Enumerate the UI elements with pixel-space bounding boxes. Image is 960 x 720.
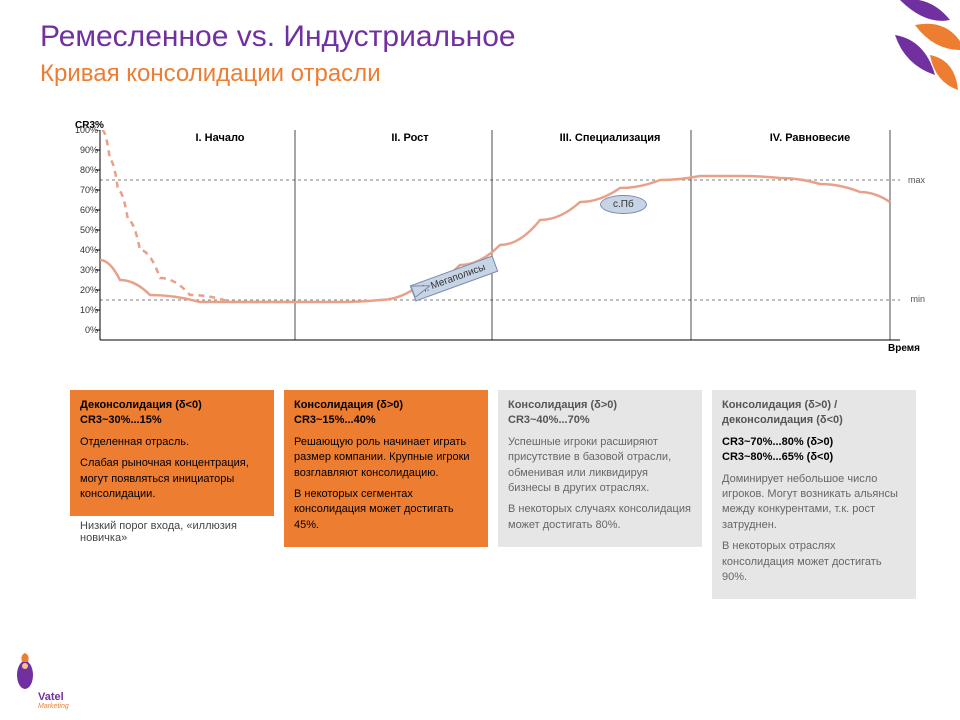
logo-subtext: Marketing — [38, 703, 70, 710]
stage-box-para: Успешные игроки расширяют присутствие в … — [508, 435, 692, 497]
stage-box-para: В некоторых случаях консолидация может д… — [508, 502, 692, 533]
x-axis-title: Время — [888, 343, 920, 354]
stage-box-para: В некоторых сегментах консолидация может… — [294, 487, 478, 533]
stage-box: Деконсолидация (δ<0) CR3~30%...15% Отделе… — [70, 390, 274, 516]
consolidation-chart: CR3% 100%90%80%70%60%50%40%30%20%10%0% I… — [40, 130, 920, 380]
stage-box-para: В некоторых отраслях консолидация может … — [722, 539, 906, 585]
stage-box-para: CR3~70%...80% (δ>0) CR3~80%...65% (δ<0) — [722, 435, 906, 466]
max-label: max — [908, 175, 925, 185]
stage-box: Консолидация (δ>0) CR3~15%...40% Решающую… — [284, 390, 488, 547]
stage-box-header: Деконсолидация (δ<0) CR3~30%...15% — [80, 398, 264, 429]
stage-box-header: Консолидация (δ>0) / деконсолидация (δ<0… — [722, 398, 906, 429]
spb-oval-label: с.Пб — [600, 195, 647, 214]
stage-box-para: Отделенная отрасль. — [80, 435, 264, 450]
stage-box-para: Решающую роль начинает играть размер ком… — [294, 435, 478, 481]
stage-box: Консолидация (δ>0) CR3~40%...70% Успешные… — [498, 390, 702, 547]
stage-box-header: Консолидация (δ>0) CR3~15%...40% — [294, 398, 478, 429]
min-label: min — [910, 294, 925, 304]
vatel-logo: Vatel Marketing — [10, 650, 70, 710]
stage-box-para: Слабая рыночная концентрация, могут появ… — [80, 456, 264, 502]
stage-box-header: Консолидация (δ>0) CR3~40%...70% — [508, 398, 692, 429]
title-sub: Кривая консолидации отрасли — [40, 60, 381, 88]
stage-boxes-row: Деконсолидация (δ<0) CR3~30%...15% Отделе… — [70, 390, 930, 599]
title-main: Ремесленное vs. Индустриальное — [40, 20, 516, 54]
corner-decor-icon — [840, 0, 960, 100]
stage-below-note: Низкий порог входа, «иллюзия новичка» — [70, 516, 274, 544]
stage-box: Консолидация (δ>0) / деконсолидация (δ<0… — [712, 390, 916, 599]
stage-box-para: Доминирует небольшое число игроков. Могу… — [722, 472, 906, 534]
